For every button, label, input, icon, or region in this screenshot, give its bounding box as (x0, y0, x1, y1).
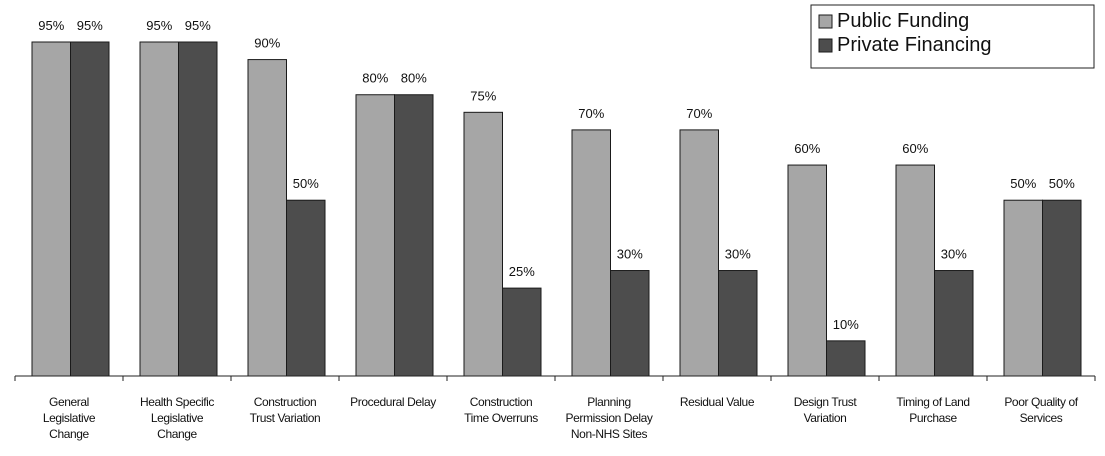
data-label: 30% (941, 247, 967, 262)
bars-layer (31, 41, 1082, 377)
bar-public-funding (571, 129, 611, 377)
bar-public-funding (247, 59, 287, 377)
bar-private-financing (394, 94, 434, 377)
bar-private-financing (502, 287, 542, 377)
bar-public-funding (679, 129, 719, 377)
data-label: 75% (470, 88, 496, 103)
data-label: 95% (185, 18, 211, 33)
data-label: 50% (293, 176, 319, 191)
bar-public-funding (787, 164, 827, 377)
category-label: Procedural Delay (350, 395, 436, 409)
data-label: 80% (401, 71, 427, 86)
bar-private-financing (70, 41, 110, 377)
category-label: Timing of Land Purchase (896, 395, 969, 425)
legend-box (810, 4, 1095, 69)
data-label: 95% (146, 18, 172, 33)
legend-swatch (818, 38, 833, 53)
data-label: 95% (77, 18, 103, 33)
bar-private-financing (610, 270, 650, 377)
bar-private-financing (1042, 199, 1082, 377)
legend-label: Private Financing (837, 34, 992, 56)
category-label: Construction Trust Variation (250, 395, 321, 425)
data-label: 50% (1010, 176, 1036, 191)
bar-private-financing (718, 270, 758, 377)
data-label: 70% (578, 106, 604, 121)
data-label: 90% (254, 36, 280, 51)
bar-public-funding (463, 111, 503, 377)
bar-private-financing (826, 340, 866, 377)
bar-private-financing (286, 199, 326, 377)
data-label: 50% (1049, 176, 1075, 191)
bar-public-funding (895, 164, 935, 377)
legend-swatch (818, 14, 833, 29)
category-label: General Legislative Change (43, 395, 96, 441)
category-labels-layer: General Legislative Change Health Specific L… (43, 395, 1079, 441)
data-label: 30% (617, 247, 643, 262)
category-label: Residual Value (680, 395, 755, 409)
data-label: 60% (902, 141, 928, 156)
bar-public-funding (1003, 199, 1043, 377)
category-label: Construction Time Overruns (464, 395, 538, 425)
category-label: Planning Permission Delay Non-NHS Sites (566, 395, 653, 441)
category-label: Poor Quality of Services (1004, 395, 1078, 425)
data-label: 25% (509, 264, 535, 279)
data-labels-layer: 95% 95% 95% 95% 90% 50% 80% 80% 75% 25% 70% 30% 70% 3… (38, 18, 1075, 332)
data-label: 30% (725, 247, 751, 262)
bar-public-funding (31, 41, 71, 377)
bar-public-funding (355, 94, 395, 377)
bar-private-financing (934, 270, 974, 377)
data-label: 80% (362, 71, 388, 86)
data-label: 10% (833, 317, 859, 332)
data-label: 70% (686, 106, 712, 121)
bar-private-financing (178, 41, 218, 377)
x-axis (14, 375, 1096, 381)
legend-label: Public Funding (837, 10, 969, 32)
bar-public-funding (139, 41, 179, 377)
category-label: Design Trust Variation (794, 395, 858, 425)
data-label: 60% (794, 141, 820, 156)
data-label: 95% (38, 18, 64, 33)
category-label: Health Specific Legislative Change (140, 395, 214, 441)
